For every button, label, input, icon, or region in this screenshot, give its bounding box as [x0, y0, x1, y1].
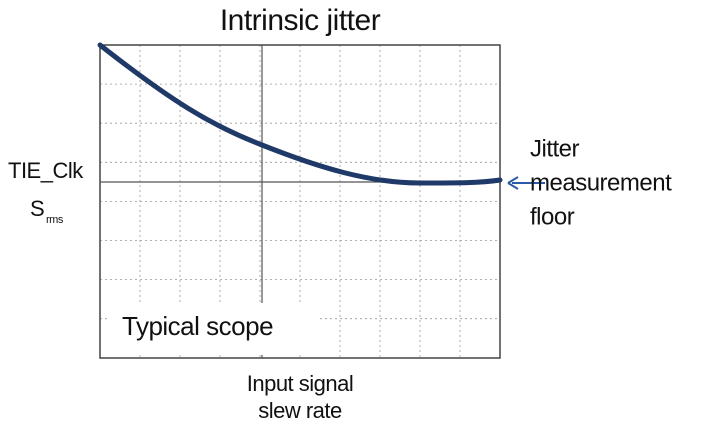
box-label: Typical scope — [122, 311, 273, 341]
annotation-line: measurement — [530, 169, 672, 196]
annotation-line: Jitter — [530, 135, 580, 162]
y-label-subscript: rms — [46, 214, 64, 226]
x-label-line: slew rate — [258, 398, 342, 423]
annotation-line: floor — [530, 203, 575, 230]
y-label-main: TIE_Clk — [8, 158, 84, 183]
y-label-second: S — [30, 196, 44, 221]
jitter-curve — [97, 42, 503, 186]
scope-frame — [99, 44, 501, 359]
title: Intrinsic jitter — [220, 4, 381, 37]
x-label-line: Input signal — [247, 371, 354, 396]
box-label-bg — [108, 303, 320, 355]
arrow-head — [507, 176, 519, 190]
